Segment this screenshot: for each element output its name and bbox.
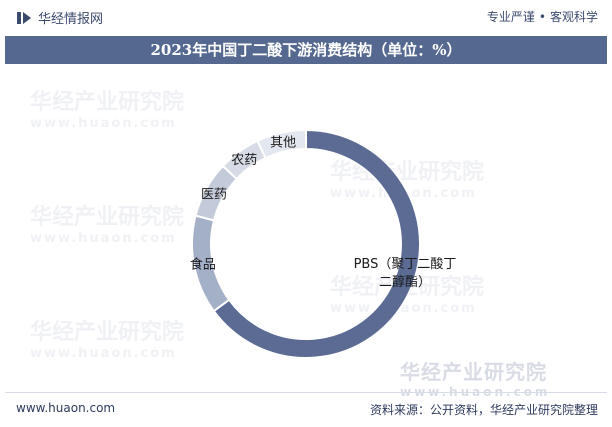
slogan-right: 客观科学 — [549, 10, 598, 24]
slice-label: 食品 — [190, 257, 216, 273]
donut-slice — [256, 128, 307, 160]
logo-icon — [17, 12, 31, 24]
watermark-strong-cn: 华经产业研究院 — [400, 360, 547, 384]
slogan-left: 专业严谨 — [486, 10, 535, 24]
donut-slice — [212, 128, 421, 359]
slice-label: 医药 — [201, 187, 227, 202]
slogan-separator: • — [538, 10, 546, 24]
chart-area: 华经产业研究院 www.huaon.com 华经产业研究院 www.huaon.… — [0, 64, 612, 394]
footer-divider — [5, 392, 607, 393]
slice-label: PBS（聚丁二酸丁二醇酯） — [354, 257, 457, 290]
source-note: 资料来源：公开资料，华经产业研究院整理 — [369, 403, 598, 417]
top-bar: 华经情报网 专业严谨 • 客观科学 — [0, 0, 612, 36]
site-link[interactable]: www.huaon.com — [16, 401, 116, 415]
slice-label: 其他 — [270, 136, 296, 151]
slogan: 专业严谨 • 客观科学 — [487, 8, 598, 25]
chart-title: 2023年中国丁二酸下游消费结构（单位：%） — [150, 41, 462, 59]
brand-name: 华经情报网 — [38, 12, 104, 27]
slice-label: 农药 — [231, 153, 257, 168]
title-bar: 2023年中国丁二酸下游消费结构（单位：%） — [5, 36, 607, 64]
